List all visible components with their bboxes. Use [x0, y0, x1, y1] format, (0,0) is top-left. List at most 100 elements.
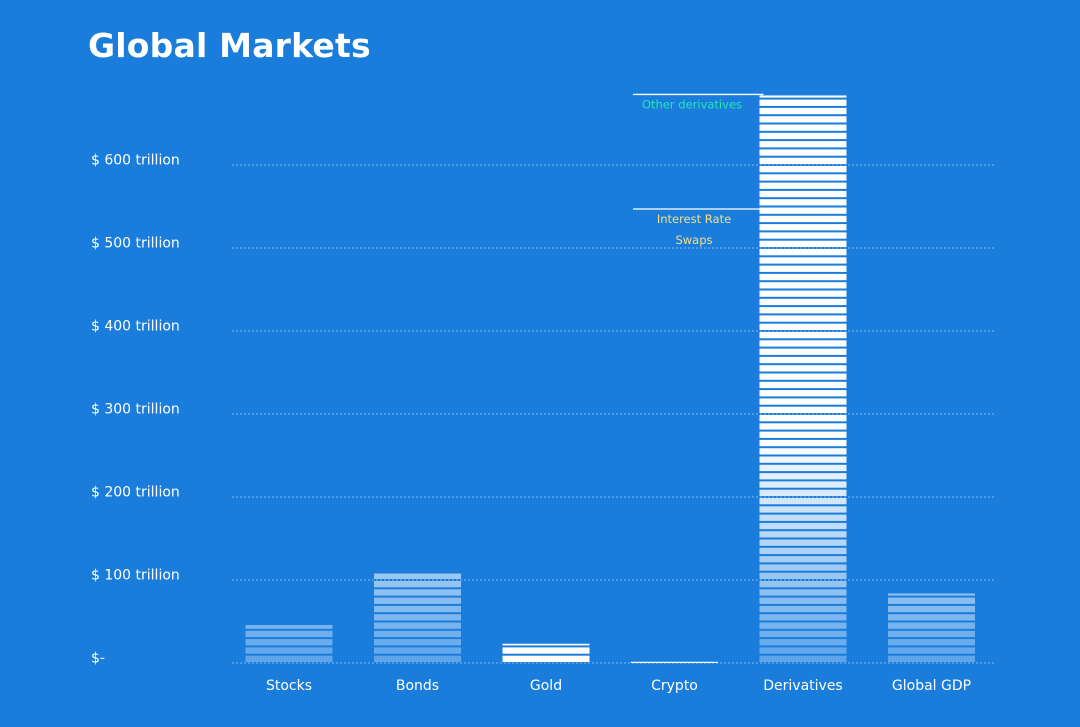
bar-segment	[759, 630, 847, 638]
bar-segment	[374, 605, 461, 613]
bar-segment	[374, 630, 461, 638]
bar-segment	[759, 298, 847, 306]
bar-segment	[759, 439, 847, 447]
x-tick-label: Bonds	[396, 678, 439, 694]
bar-segment	[759, 124, 847, 131]
x-tick-label: Gold	[530, 678, 562, 694]
bar-segment	[759, 423, 847, 430]
bar-segment	[759, 448, 847, 455]
bar-segment	[759, 647, 847, 654]
bar-segment	[759, 614, 847, 621]
bar-segment	[888, 622, 975, 629]
bar-segment	[759, 406, 847, 413]
bar-segment	[374, 655, 461, 662]
bar-segment	[245, 630, 333, 638]
y-tick-label: $ 400 trillion	[91, 319, 180, 335]
y-tick-label: $ 300 trillion	[91, 402, 180, 418]
bar-segment	[759, 323, 847, 330]
y-tick-label: $ 100 trillion	[91, 568, 180, 584]
bar-segment	[502, 643, 590, 646]
bar-segment	[759, 431, 847, 438]
bar-segment	[759, 456, 847, 463]
bar-segment	[374, 622, 461, 629]
bar-segment	[759, 381, 847, 389]
bar-segment	[759, 522, 847, 530]
bar-derivatives	[759, 95, 847, 662]
y-tick-label: $-	[91, 651, 105, 667]
bar-segment	[759, 498, 847, 505]
bar-segment	[759, 315, 847, 322]
bar-segment	[759, 597, 847, 604]
bar-segment	[759, 232, 847, 239]
chart-title: Global Markets	[88, 26, 371, 65]
bar-segment	[759, 539, 847, 546]
bar-segment	[759, 473, 847, 480]
bar-segment	[759, 514, 847, 521]
bar-segment	[374, 614, 461, 621]
bar-segment	[759, 655, 847, 662]
bar-segment	[759, 415, 847, 422]
bar-segment	[888, 655, 975, 662]
bar-segment	[374, 597, 461, 604]
bar-segment	[759, 190, 847, 198]
bar-segment	[759, 365, 847, 372]
x-tick-label: Crypto	[651, 678, 698, 694]
bar-segment	[374, 581, 461, 588]
bar-segment	[759, 398, 847, 405]
bar-segment	[888, 605, 975, 613]
bar-segment	[759, 556, 847, 563]
bar-segment	[759, 481, 847, 488]
bar-segment	[759, 240, 847, 247]
bar-segment	[759, 390, 847, 397]
bar-segment	[888, 647, 975, 654]
bar-segment	[631, 661, 718, 663]
bar-segment	[759, 290, 847, 297]
bar-global-gdp	[888, 593, 975, 662]
bar-segment	[759, 307, 847, 314]
bar-segment	[245, 647, 333, 654]
bar-segment	[374, 589, 461, 596]
bar-gold	[502, 643, 590, 662]
bar-segment	[245, 639, 333, 646]
x-axis: Stocks Bonds Gold Crypto Derivatives Global G…	[266, 678, 971, 694]
annotation-other-derivatives: Other derivatives	[642, 97, 742, 111]
bar-segment	[502, 655, 590, 662]
bar-segment	[759, 215, 847, 223]
bar-segment	[759, 157, 847, 164]
bar-segment	[759, 199, 847, 206]
y-axis: $- $ 100 trillion $ 200 trillion $ 300 tril…	[91, 153, 180, 667]
bar-segment	[759, 282, 847, 289]
bar-segment	[759, 340, 847, 347]
bar-bonds	[374, 573, 461, 662]
bars	[245, 95, 975, 663]
bar-segment	[759, 257, 847, 264]
grid-layer	[232, 164, 996, 664]
bar-segment	[759, 116, 847, 123]
bar-segment	[759, 506, 847, 513]
bar-segment	[888, 630, 975, 638]
bar-segment	[759, 373, 847, 380]
x-tick-label: Derivatives	[763, 678, 842, 694]
bar-segment	[759, 464, 847, 472]
bar-segment	[759, 141, 847, 148]
bar-crypto	[631, 661, 718, 663]
annotation-interest-rate: Interest Rate	[657, 212, 731, 226]
bar-segment	[888, 597, 975, 604]
bar-segment	[245, 624, 333, 629]
annotation-swaps: Swaps	[675, 233, 712, 247]
bar-segment	[759, 489, 847, 496]
bar-segment	[759, 605, 847, 613]
bar-segment	[759, 622, 847, 629]
bar-segment	[759, 356, 847, 364]
bar-stocks	[245, 624, 333, 662]
bar-segment	[245, 655, 333, 662]
x-tick-label: Global GDP	[892, 678, 971, 694]
x-tick-label: Stocks	[266, 678, 312, 694]
bar-segment	[759, 182, 847, 189]
bar-segment	[374, 573, 461, 579]
bar-segment	[759, 572, 847, 579]
bar-segment	[759, 107, 847, 115]
annotations: Other derivatives Interest Rate Swaps	[633, 93, 764, 247]
y-tick-label: $ 600 trillion	[91, 153, 180, 169]
